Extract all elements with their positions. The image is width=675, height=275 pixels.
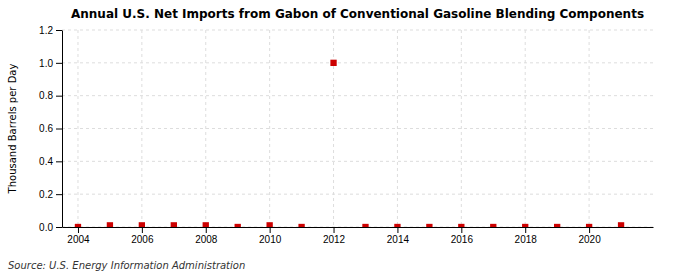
point — [586, 224, 592, 227]
point — [458, 224, 464, 227]
tick-mark — [525, 227, 526, 233]
point — [554, 224, 560, 227]
point — [75, 224, 81, 227]
tick-mark — [397, 227, 398, 233]
axis-line — [63, 227, 654, 228]
tick: 0.0 — [39, 222, 62, 233]
point — [522, 224, 528, 227]
tick-mark — [56, 96, 62, 97]
point — [107, 222, 113, 227]
tick: 2018 — [515, 227, 538, 245]
grid-line — [62, 227, 653, 228]
tick-label: 2012 — [323, 234, 346, 245]
tick-label: 1.2 — [39, 25, 53, 36]
tick: 2016 — [451, 227, 474, 245]
tick-label: 2014 — [387, 234, 410, 245]
point — [298, 224, 304, 227]
grid-line — [62, 161, 653, 162]
tick: 2004 — [67, 227, 90, 245]
tick-mark — [56, 63, 62, 64]
grid-line — [589, 30, 590, 227]
point — [203, 222, 209, 227]
point — [618, 222, 624, 227]
tick-label: 0.4 — [39, 156, 53, 167]
point — [330, 60, 336, 66]
grid-line — [62, 95, 653, 96]
tick: 1.2 — [39, 25, 62, 36]
tick-mark — [56, 129, 62, 130]
tick-label: 1.0 — [39, 58, 53, 69]
x-axis: 2004 2006 2008 2010 2012 2014 2016 2018 2020 — [63, 227, 654, 245]
tick: 0.8 — [39, 90, 62, 101]
tick-mark — [56, 227, 62, 228]
point — [139, 222, 145, 227]
point — [235, 224, 241, 227]
tick-mark — [461, 227, 462, 233]
axis-line — [62, 31, 63, 228]
grid-line — [62, 194, 653, 195]
tick: 1.0 — [39, 58, 62, 69]
tick-label: 0.8 — [39, 90, 53, 101]
tick-mark — [589, 227, 590, 233]
tick: 0.4 — [39, 156, 62, 167]
tick: 0.6 — [39, 123, 62, 134]
point — [362, 224, 368, 227]
point — [490, 224, 496, 227]
tick-mark — [56, 161, 62, 162]
grid-line — [77, 30, 78, 227]
grid — [62, 30, 653, 227]
point — [266, 222, 272, 227]
grid-line — [62, 30, 653, 31]
tick: 2014 — [387, 227, 410, 245]
tick-mark — [334, 227, 335, 233]
tick-label: 0.6 — [39, 123, 53, 134]
title: Annual U.S. Net Imports from Gabon of Co… — [71, 7, 644, 21]
tick: 2010 — [259, 227, 282, 245]
points — [75, 60, 624, 227]
point — [426, 224, 432, 227]
tick-mark — [56, 30, 62, 31]
grid-line — [269, 30, 270, 227]
tick: 2008 — [195, 227, 218, 245]
tick-label: 0.2 — [39, 189, 53, 200]
tick: 2012 — [323, 227, 346, 245]
tick-label: 2016 — [451, 234, 474, 245]
tick-label: 2020 — [578, 234, 601, 245]
grid-line — [397, 30, 398, 227]
tick-label: 2010 — [259, 234, 282, 245]
tick: 2020 — [578, 227, 601, 245]
tick-mark — [78, 227, 79, 233]
tick-label: 2004 — [67, 234, 90, 245]
grid-line — [62, 128, 653, 129]
tick-label: 0.0 — [39, 222, 53, 233]
tick-mark — [206, 227, 207, 233]
grid-line — [62, 62, 653, 63]
tick-mark — [142, 227, 143, 233]
plot: 2004200620082010201220142016201820200.00… — [39, 25, 653, 245]
chart: 2004200620082010201220142016201820200.00… — [0, 0, 675, 275]
tick-label: 2008 — [195, 234, 218, 245]
y-axis-label: Thousand Barrels per Day — [7, 64, 18, 195]
tick-label: 2018 — [515, 234, 538, 245]
tick: 2006 — [131, 227, 154, 245]
annotation: Source: U.S. Energy Information Administ… — [8, 260, 245, 271]
tick-label: 2006 — [131, 234, 154, 245]
tick: 0.2 — [39, 189, 62, 200]
tick-mark — [56, 194, 62, 195]
point — [394, 224, 400, 227]
tick-mark — [270, 227, 271, 233]
y-axis: 0.0 0.2 0.4 0.6 0.8 1.0 1.2 — [39, 25, 62, 233]
point — [171, 222, 177, 227]
